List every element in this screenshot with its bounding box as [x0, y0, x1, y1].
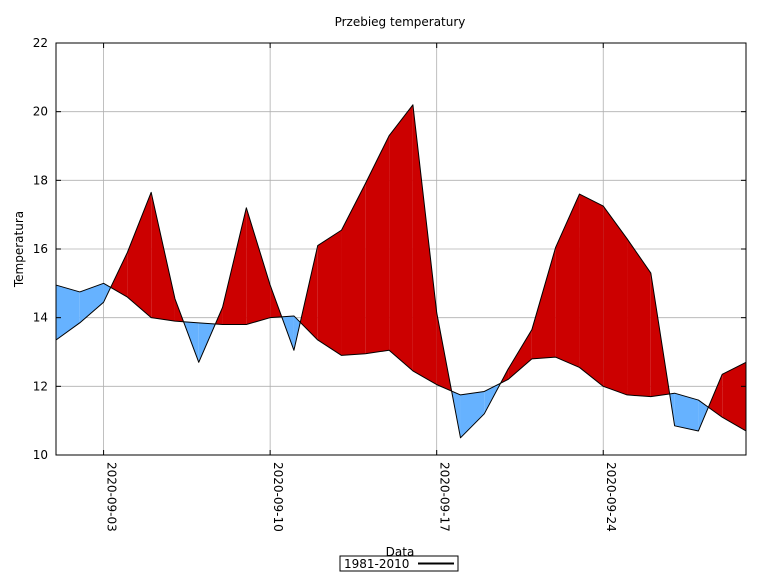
area-above-normal: [722, 362, 746, 431]
area-above-normal: [246, 207, 271, 325]
y-tick-label: 18: [33, 173, 48, 187]
legend: 1981-2010: [339, 555, 459, 572]
x-tick-label: 2020-09-03: [105, 462, 119, 532]
y-tick-label: 14: [33, 311, 48, 325]
legend-box: [339, 555, 459, 572]
axis-ticks: 10 12 14 16 18 20 22 2020-09-03 2020-09-10 2020-0…: [33, 36, 746, 532]
legend-label: 1981-2010: [344, 557, 409, 571]
area-above-normal: [412, 104, 437, 385]
area-above-normal: [151, 192, 175, 322]
area-above-normal: [341, 183, 366, 356]
area-above-normal: [627, 238, 651, 397]
area-above-normal: [603, 206, 628, 395]
series-line-actual: [55, 104, 747, 439]
x-tick-label: 2020-09-17: [438, 462, 452, 532]
area-above-normal: [365, 135, 390, 354]
area-above-normal: [555, 194, 580, 368]
area-below-normal: [460, 391, 485, 438]
area-above-normal: [389, 104, 413, 371]
series-lines: [55, 104, 747, 439]
area-above-normal: [508, 329, 532, 380]
area-fills: [56, 104, 746, 438]
y-tick-label: 22: [33, 36, 48, 50]
area-above-normal: [317, 230, 342, 356]
area-above-normal: [708, 374, 723, 418]
series-line-normal: [55, 282, 747, 432]
y-tick-label: 10: [33, 448, 48, 462]
y-tick-label: 20: [33, 105, 48, 119]
y-tick-label: 12: [33, 379, 48, 393]
area-above-normal: [300, 245, 318, 340]
area-above-normal: [531, 247, 556, 359]
y-tick-label: 16: [33, 242, 48, 256]
area-above-normal: [127, 192, 152, 318]
area-above-normal: [579, 194, 604, 387]
y-axis-label: Temperatura: [12, 211, 26, 288]
chart-title: Przebieg temperatury: [335, 15, 466, 29]
x-tick-label: 2020-09-24: [604, 462, 618, 532]
area-above-normal: [110, 252, 128, 298]
area-below-normal: [698, 400, 709, 431]
area-below-normal: [79, 283, 104, 323]
area-above-normal: [222, 207, 247, 325]
x-tick-label: 2020-09-10: [271, 462, 285, 532]
area-below-normal: [674, 393, 699, 431]
area-below-normal: [56, 285, 80, 340]
